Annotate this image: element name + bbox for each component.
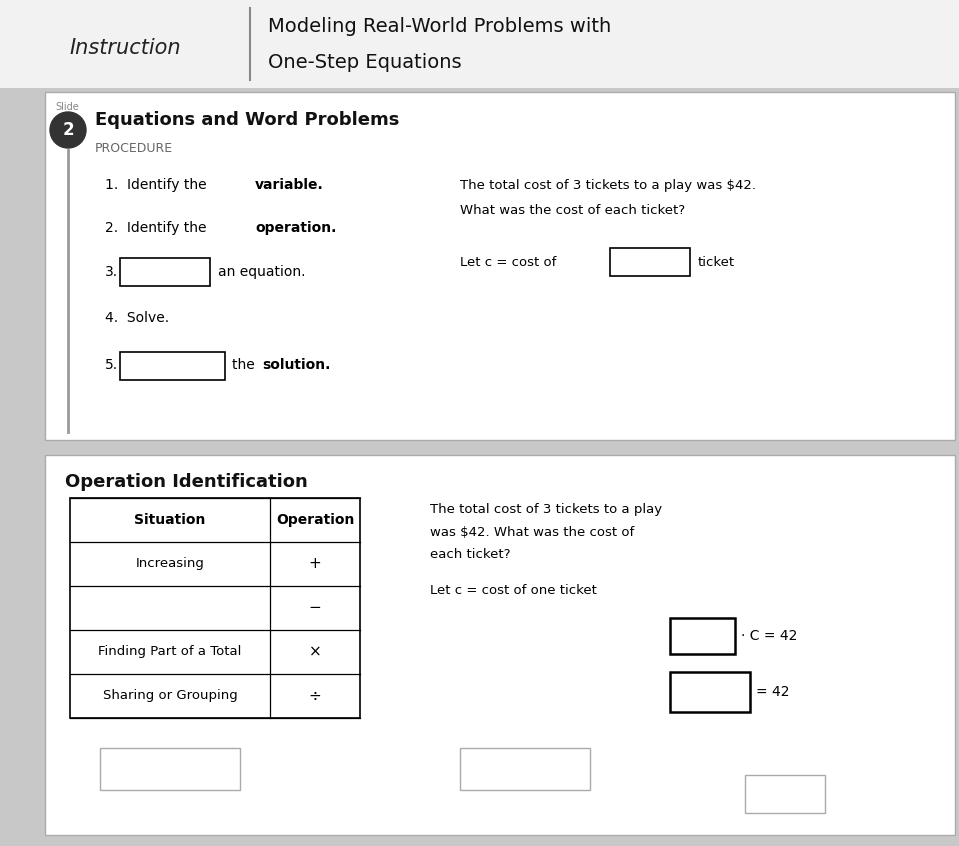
Text: = 42: = 42 (756, 685, 789, 699)
Text: One-Step Equations: One-Step Equations (268, 52, 461, 72)
Text: Finding Part of a Total: Finding Part of a Total (99, 645, 242, 658)
Bar (45, 455, 955, 835)
Circle shape (50, 112, 86, 148)
Text: operation.: operation. (255, 221, 337, 235)
Text: ticket: ticket (698, 255, 736, 268)
Text: Increasing: Increasing (135, 558, 204, 570)
Text: −: − (309, 601, 321, 616)
Text: PROCEDURE: PROCEDURE (95, 141, 174, 155)
Bar (45, 92, 955, 440)
Text: Operation: Operation (276, 513, 354, 527)
Bar (120, 352, 225, 380)
Text: Let c = cost of one ticket: Let c = cost of one ticket (430, 584, 596, 596)
Text: was $42. What was the cost of: was $42. What was the cost of (430, 525, 634, 539)
Text: Operation Identification: Operation Identification (65, 473, 308, 491)
Text: the: the (232, 358, 259, 372)
Text: ÷: ÷ (309, 689, 321, 704)
Bar (120, 258, 210, 286)
Text: Let c = cost of: Let c = cost of (460, 255, 556, 268)
Text: Sharing or Grouping: Sharing or Grouping (103, 689, 238, 702)
Text: 4.  Solve.: 4. Solve. (105, 311, 169, 325)
Text: Situation: Situation (134, 513, 205, 527)
Text: 3.: 3. (105, 265, 118, 279)
Bar (100, 748, 240, 790)
Text: Equations and Word Problems: Equations and Word Problems (95, 111, 399, 129)
Text: 2.  Identify the: 2. Identify the (105, 221, 211, 235)
Bar (745, 775, 825, 813)
Bar (0, 0, 959, 88)
Text: What was the cost of each ticket?: What was the cost of each ticket? (460, 204, 685, 217)
Text: Instruction: Instruction (69, 38, 181, 58)
Bar (610, 248, 690, 276)
Text: 1.  Identify the: 1. Identify the (105, 178, 211, 192)
Text: Slide: Slide (55, 102, 79, 112)
Bar (70, 498, 360, 718)
Text: variable.: variable. (255, 178, 324, 192)
Text: The total cost of 3 tickets to a play was $42.: The total cost of 3 tickets to a play wa… (460, 179, 756, 191)
Text: each ticket?: each ticket? (430, 547, 510, 561)
Text: · C = 42: · C = 42 (741, 629, 797, 643)
Text: an equation.: an equation. (218, 265, 306, 279)
Text: ×: × (309, 645, 321, 660)
Text: +: + (309, 557, 321, 572)
Text: solution.: solution. (262, 358, 330, 372)
Bar (670, 618, 735, 654)
Text: 5.: 5. (105, 358, 118, 372)
Text: The total cost of 3 tickets to a play: The total cost of 3 tickets to a play (430, 503, 662, 517)
Bar (460, 748, 590, 790)
Bar (670, 672, 750, 712)
Text: Modeling Real-World Problems with: Modeling Real-World Problems with (268, 17, 611, 36)
Text: 2: 2 (62, 121, 74, 139)
